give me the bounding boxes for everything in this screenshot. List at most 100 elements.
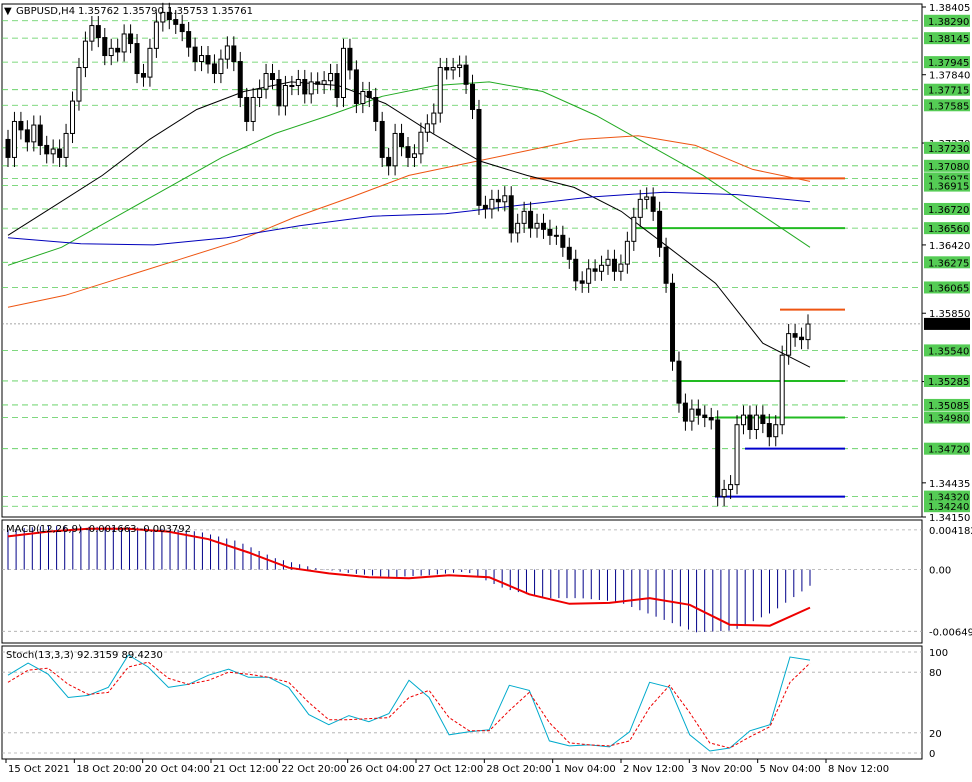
level-label-box: [924, 344, 970, 357]
bull-candle: [76, 67, 82, 102]
bull-candle: [753, 414, 759, 431]
bull-candle: [805, 323, 811, 341]
bear-candle: [211, 63, 217, 75]
bear-candle: [573, 258, 579, 282]
bear-candle: [244, 96, 250, 122]
bear-candle: [670, 282, 676, 362]
time-tick-label: 22 Oct 20:00: [281, 764, 346, 775]
bear-candle: [482, 204, 488, 210]
macd-signal-line: [7, 527, 811, 627]
time-tick-label: 26 Oct 04:00: [350, 764, 415, 775]
stoch-title: Stoch(13,3,3) 92.3159 89.4230: [6, 650, 163, 661]
bull-candle: [437, 67, 443, 114]
bull-candle: [773, 424, 779, 438]
bull-candle: [734, 424, 740, 486]
level-label: 1.36560: [928, 224, 969, 235]
bear-candle: [347, 47, 353, 71]
bull-candle: [599, 264, 605, 272]
bull-candle: [740, 414, 746, 426]
bear-candle: [134, 43, 140, 75]
bull-candle: [218, 58, 224, 75]
time-tick-label: 20 Oct 04:00: [145, 764, 210, 775]
collapse-arrow-icon[interactable]: ▼: [4, 6, 12, 17]
stoch-tick-label: 80: [929, 668, 942, 679]
stoch-tick-label: 20: [929, 729, 942, 740]
bear-candle: [270, 73, 276, 81]
bull-candle: [637, 198, 643, 218]
bull-candle: [521, 210, 527, 224]
stoch-tick-label: 100: [929, 648, 948, 659]
level-label: 1.35285: [928, 377, 969, 388]
level-label: 1.34980: [928, 414, 969, 425]
level-label: 1.36275: [928, 258, 969, 269]
bear-candle: [186, 31, 192, 48]
bear-candle: [44, 144, 50, 155]
bull-candle: [534, 222, 540, 229]
level-label-box: [924, 374, 970, 387]
bull-candle: [63, 132, 69, 158]
price-tick-label: 1.36420: [929, 241, 970, 252]
level-label: 1.37715: [928, 86, 969, 97]
macd-panel-frame: [1, 519, 923, 644]
bear-candle: [373, 96, 379, 122]
bull-candle: [689, 408, 695, 422]
bear-candle: [463, 64, 469, 85]
macd-tick-label: -0.006491: [929, 627, 972, 638]
level-label: 1.38145: [928, 34, 969, 45]
bear-candle: [315, 81, 321, 85]
bear-candle: [747, 414, 753, 431]
macd-tick-label: 0.00: [929, 566, 951, 577]
bull-candle: [457, 64, 463, 69]
bear-candle: [528, 210, 534, 229]
bear-candle: [715, 419, 721, 498]
bear-candle: [405, 146, 411, 158]
price-tick-label: 1.38405: [929, 3, 970, 14]
level-label-box: [924, 14, 970, 27]
level-label: 1.34720: [928, 445, 969, 456]
level-label-box: [924, 32, 970, 45]
bull-candle: [450, 67, 456, 71]
level-label-box: [924, 141, 970, 154]
bear-candle: [540, 222, 546, 230]
time-tick-label: 3 Nov 20:00: [691, 764, 752, 775]
macd-title: MACD(12,26,9) -0.001663 -0.003792: [6, 524, 191, 535]
bear-candle: [476, 108, 482, 206]
bear-candle: [495, 198, 501, 203]
time-tick-label: 28 Oct 20:00: [486, 764, 551, 775]
bull-candle: [721, 488, 727, 498]
level-label-box: [924, 317, 970, 330]
moving-average-line: [7, 81, 811, 266]
bear-candle: [650, 196, 656, 212]
bear-candle: [24, 129, 30, 143]
level-label-box: [924, 411, 970, 424]
level-label-box: [924, 56, 970, 69]
bull-candle: [50, 148, 56, 155]
level-label: 1.36065: [928, 283, 969, 294]
level-label: 1.35761: [928, 320, 969, 331]
bear-candle: [302, 79, 308, 95]
stoch-tick-label: 0: [929, 749, 935, 760]
bear-candle: [237, 61, 243, 98]
macd-tick-label: 0.004182: [929, 526, 972, 537]
level-label-box: [924, 398, 970, 411]
level-label: 1.35540: [928, 346, 969, 357]
time-tick-label: 15 Oct 2021: [8, 764, 70, 775]
bear-candle: [792, 333, 798, 338]
level-label-box: [924, 500, 970, 513]
level-label: 1.34240: [928, 502, 969, 513]
bear-candle: [5, 138, 11, 158]
stoch-panel-frame: [1, 645, 923, 760]
bull-candle: [250, 96, 256, 122]
bear-candle: [192, 46, 198, 63]
bear-candle: [115, 47, 121, 53]
bull-candle: [153, 21, 159, 49]
bull-candle: [418, 131, 424, 155]
level-label: 1.38290: [928, 17, 969, 28]
bear-candle: [508, 195, 514, 234]
bear-candle: [173, 19, 179, 25]
bear-candle: [695, 408, 701, 416]
bull-candle: [31, 124, 37, 143]
time-tick-label: 2 Nov 12:00: [623, 764, 684, 775]
bull-candle: [11, 120, 17, 158]
